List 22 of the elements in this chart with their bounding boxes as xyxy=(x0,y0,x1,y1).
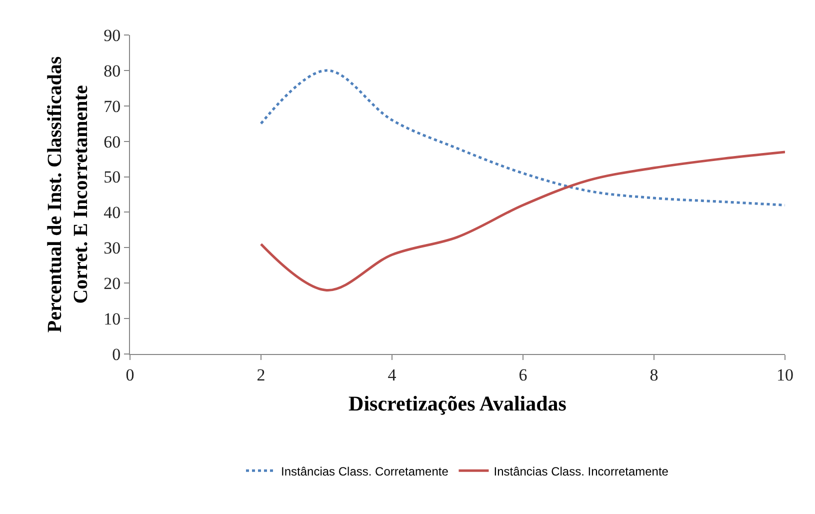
legend-label: Instâncias Class. Incorretamente xyxy=(494,464,669,478)
x-tick-label: 4 xyxy=(388,365,397,384)
line-series xyxy=(260,69,785,206)
y-tick-label: 40 xyxy=(104,203,121,222)
y-tick-label: 20 xyxy=(104,274,121,294)
y-tick-label: 0 xyxy=(112,344,121,364)
legend-label: Instâncias Class. Corretamente xyxy=(281,464,449,478)
x-tick-label: 2 xyxy=(256,365,266,384)
y-tick-label: 30 xyxy=(104,238,121,258)
y-tick-label: 60 xyxy=(104,132,121,152)
x-tick-label: 8 xyxy=(650,365,658,384)
line-series xyxy=(260,150,785,292)
y-tick-label: 80 xyxy=(104,61,121,80)
x-tick-label: 6 xyxy=(518,365,528,384)
x-tick-label: 10 xyxy=(776,365,794,384)
y-tick-label: 70 xyxy=(104,96,121,116)
y-tick-label: 90 xyxy=(104,26,121,45)
x-tick-label: 0 xyxy=(126,365,134,384)
y-tick-label: 50 xyxy=(104,168,121,187)
y-axis-title: Percentual de Inst. Classificadas Corret. E Incorretamente xyxy=(44,56,92,333)
x-axis-title: Discretizações Avaliadas xyxy=(348,392,566,416)
y-tick-label: 10 xyxy=(104,310,121,329)
